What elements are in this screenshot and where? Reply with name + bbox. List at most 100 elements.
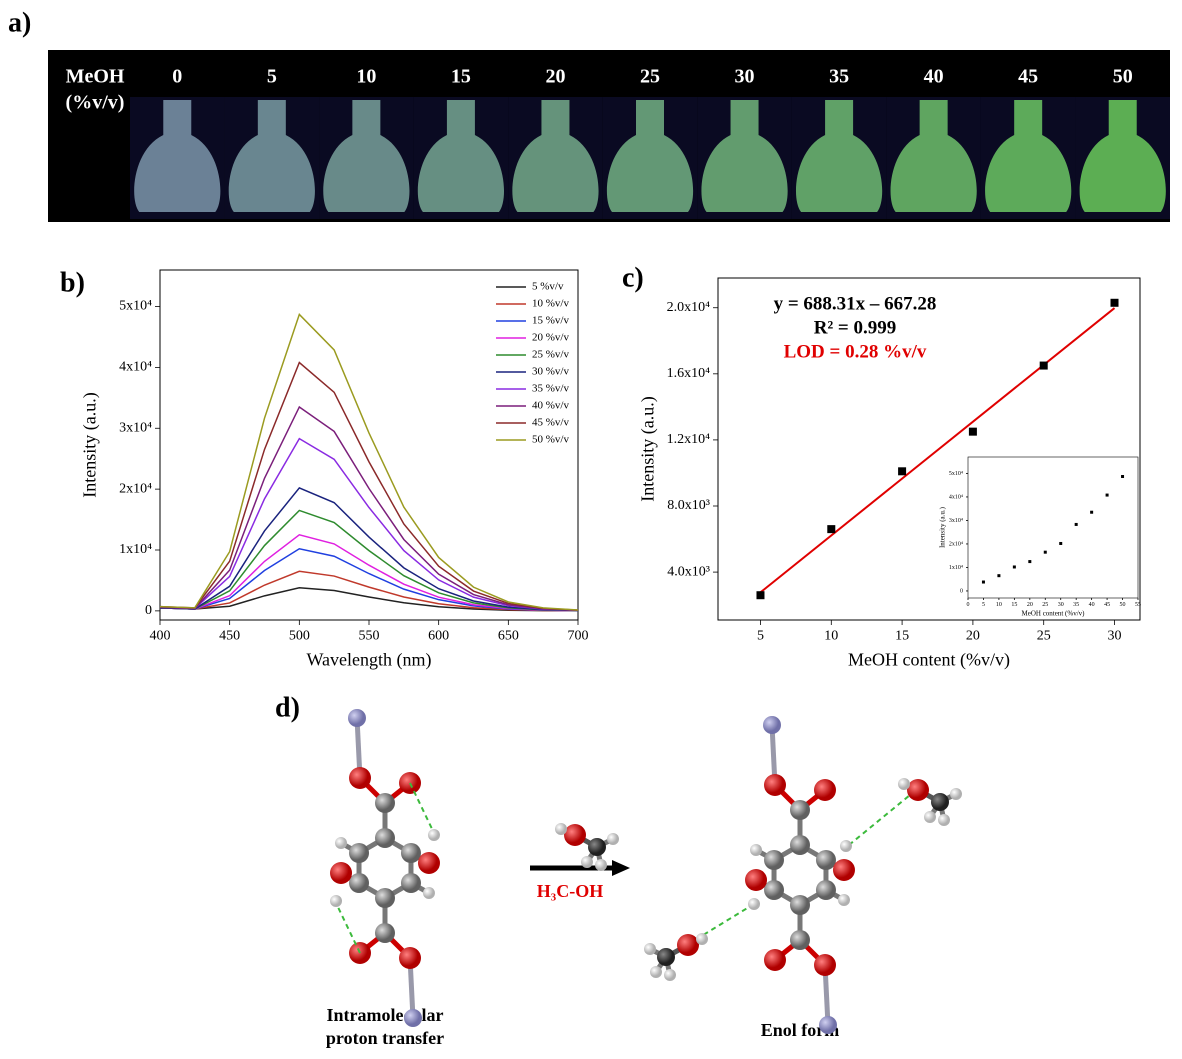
data-point bbox=[1040, 362, 1048, 370]
legend-label: 20 %v/v bbox=[532, 332, 569, 344]
concentration-label: 5 bbox=[267, 66, 277, 88]
atom bbox=[335, 837, 347, 849]
y-tick-label: 3x10⁴ bbox=[949, 518, 963, 524]
x-axis-title: MeOH content (%v/v) bbox=[1022, 610, 1086, 618]
concentration-label: 40 bbox=[924, 66, 944, 88]
x-tick-label: 650 bbox=[498, 628, 519, 643]
data-point bbox=[997, 574, 1000, 577]
data-point bbox=[1013, 565, 1016, 568]
spectrum-line bbox=[160, 510, 578, 610]
y-tick-label: 5x10⁴ bbox=[949, 471, 963, 477]
data-point bbox=[1075, 523, 1078, 526]
atom bbox=[814, 779, 836, 801]
concentration-label: 20 bbox=[545, 66, 565, 88]
atom bbox=[348, 709, 366, 727]
y-axis-title: Intensity (a.u.) bbox=[80, 392, 101, 497]
atom bbox=[375, 793, 395, 813]
y-tick-label: 0 bbox=[960, 588, 963, 594]
x-tick-label: 45 bbox=[1104, 602, 1110, 608]
atom bbox=[588, 838, 606, 856]
spectrum-line bbox=[160, 549, 578, 611]
atom bbox=[764, 949, 786, 971]
data-point bbox=[1044, 551, 1047, 554]
concentration-label: 45 bbox=[1018, 66, 1038, 88]
atom bbox=[401, 873, 421, 893]
x-tick-label: 0 bbox=[967, 602, 970, 608]
concentration-label: 0 bbox=[172, 66, 182, 88]
annotation: LOD = 0.28 %v/v bbox=[784, 341, 927, 362]
atom bbox=[924, 811, 936, 823]
x-tick-label: 550 bbox=[359, 628, 380, 643]
atom bbox=[644, 943, 656, 955]
atom bbox=[581, 856, 593, 868]
y-tick-label: 8.0x10³ bbox=[667, 498, 710, 513]
left-caption: proton transfer bbox=[326, 1028, 444, 1048]
atom bbox=[330, 895, 342, 907]
atom bbox=[418, 852, 440, 874]
x-tick-label: 35 bbox=[1073, 602, 1079, 608]
plot-frame bbox=[160, 270, 578, 620]
x-tick-label: 5 bbox=[982, 602, 985, 608]
panel-label: c) bbox=[622, 262, 644, 293]
atom bbox=[555, 823, 567, 835]
y-tick-label: 0 bbox=[145, 603, 152, 618]
atom bbox=[677, 934, 699, 956]
atom bbox=[790, 835, 810, 855]
atom bbox=[838, 894, 850, 906]
atom bbox=[404, 1009, 422, 1027]
atom bbox=[840, 840, 852, 852]
data-point bbox=[827, 525, 835, 533]
atom bbox=[595, 859, 607, 871]
x-tick-label: 400 bbox=[150, 628, 171, 643]
h-bond bbox=[849, 795, 910, 845]
y-tick-label: 4.0x10³ bbox=[667, 564, 710, 579]
x-tick-label: 50 bbox=[1120, 602, 1126, 608]
atom bbox=[607, 833, 619, 845]
atom bbox=[401, 843, 421, 863]
x-tick-label: 15 bbox=[1011, 602, 1017, 608]
atom bbox=[375, 828, 395, 848]
atom bbox=[764, 880, 784, 900]
data-point bbox=[1106, 494, 1109, 497]
y-axis-title: Intensity (a.u.) bbox=[938, 506, 946, 548]
x-tick-label: 500 bbox=[289, 628, 310, 643]
data-point bbox=[969, 428, 977, 436]
atom bbox=[790, 895, 810, 915]
legend-label: 40 %v/v bbox=[532, 400, 569, 412]
x-tick-label: 15 bbox=[895, 628, 909, 643]
atom bbox=[745, 869, 767, 891]
y-tick-label: 1.6x10⁴ bbox=[667, 366, 711, 381]
y-tick-label: 1.2x10⁴ bbox=[667, 432, 711, 447]
atom bbox=[657, 948, 675, 966]
page: {"photo": {"label": "a)", "row_title": "… bbox=[0, 0, 1182, 1059]
y-tick-label: 4x10⁴ bbox=[119, 360, 152, 375]
atom bbox=[763, 716, 781, 734]
legend-label: 5 %v/v bbox=[532, 281, 564, 293]
x-tick-label: 10 bbox=[824, 628, 838, 643]
annotation: R² = 0.999 bbox=[814, 317, 897, 338]
atom bbox=[938, 814, 950, 826]
x-tick-label: 5 bbox=[757, 628, 764, 643]
x-tick-label: 20 bbox=[1027, 602, 1033, 608]
data-point bbox=[1059, 542, 1062, 545]
x-tick-label: 600 bbox=[428, 628, 449, 643]
x-tick-label: 20 bbox=[966, 628, 980, 643]
atom bbox=[399, 947, 421, 969]
annotation: y = 688.31x – 667.28 bbox=[774, 293, 937, 314]
x-tick-label: 30 bbox=[1058, 602, 1064, 608]
legend-label: 45 %v/v bbox=[532, 417, 569, 429]
x-tick-label: 25 bbox=[1037, 628, 1051, 643]
x-tick-label: 700 bbox=[568, 628, 589, 643]
concentration-label: 25 bbox=[640, 66, 660, 88]
left-caption: Intramolecular bbox=[327, 1005, 444, 1025]
atom bbox=[428, 829, 440, 841]
y-tick-label: 1x10⁴ bbox=[949, 565, 963, 571]
spectrum-line bbox=[160, 439, 578, 611]
legend-label: 10 %v/v bbox=[532, 298, 569, 310]
atom bbox=[330, 862, 352, 884]
atom bbox=[898, 778, 910, 790]
atom bbox=[564, 824, 586, 846]
concentration-label: 50 bbox=[1113, 66, 1133, 88]
